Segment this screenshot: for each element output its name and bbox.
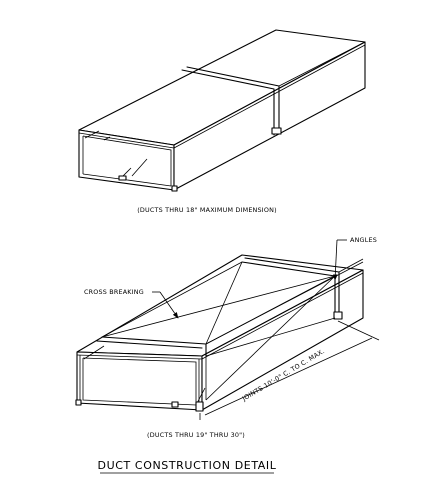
lower-duct-end-face: [76, 351, 203, 411]
drawing-title: DUCT CONSTRUCTION DETAIL: [98, 459, 277, 472]
cross-breaking-label: CROSS BREAKING: [84, 288, 144, 296]
upper-duct: [78, 29, 366, 192]
cross-breaking-callout: CROSS BREAKING: [84, 288, 179, 319]
upper-duct-caption: (DUCTS THRU 18" MAXIMUM DIMENSION): [137, 206, 277, 214]
lower-duct-caption: (DUCTS THRU 19" THRU 30"): [147, 431, 245, 439]
upper-duct-joint: [181, 41, 366, 136]
side-cross-breaking-lines: [205, 275, 336, 401]
cross-breaking-lines: [101, 261, 336, 345]
upper-duct-side-face: [173, 41, 366, 191]
lower-duct: [75, 254, 364, 412]
lower-duct-side-face: [201, 269, 364, 411]
angles-callout: ANGLES: [332, 236, 377, 281]
angles-label: ANGLES: [350, 236, 377, 244]
